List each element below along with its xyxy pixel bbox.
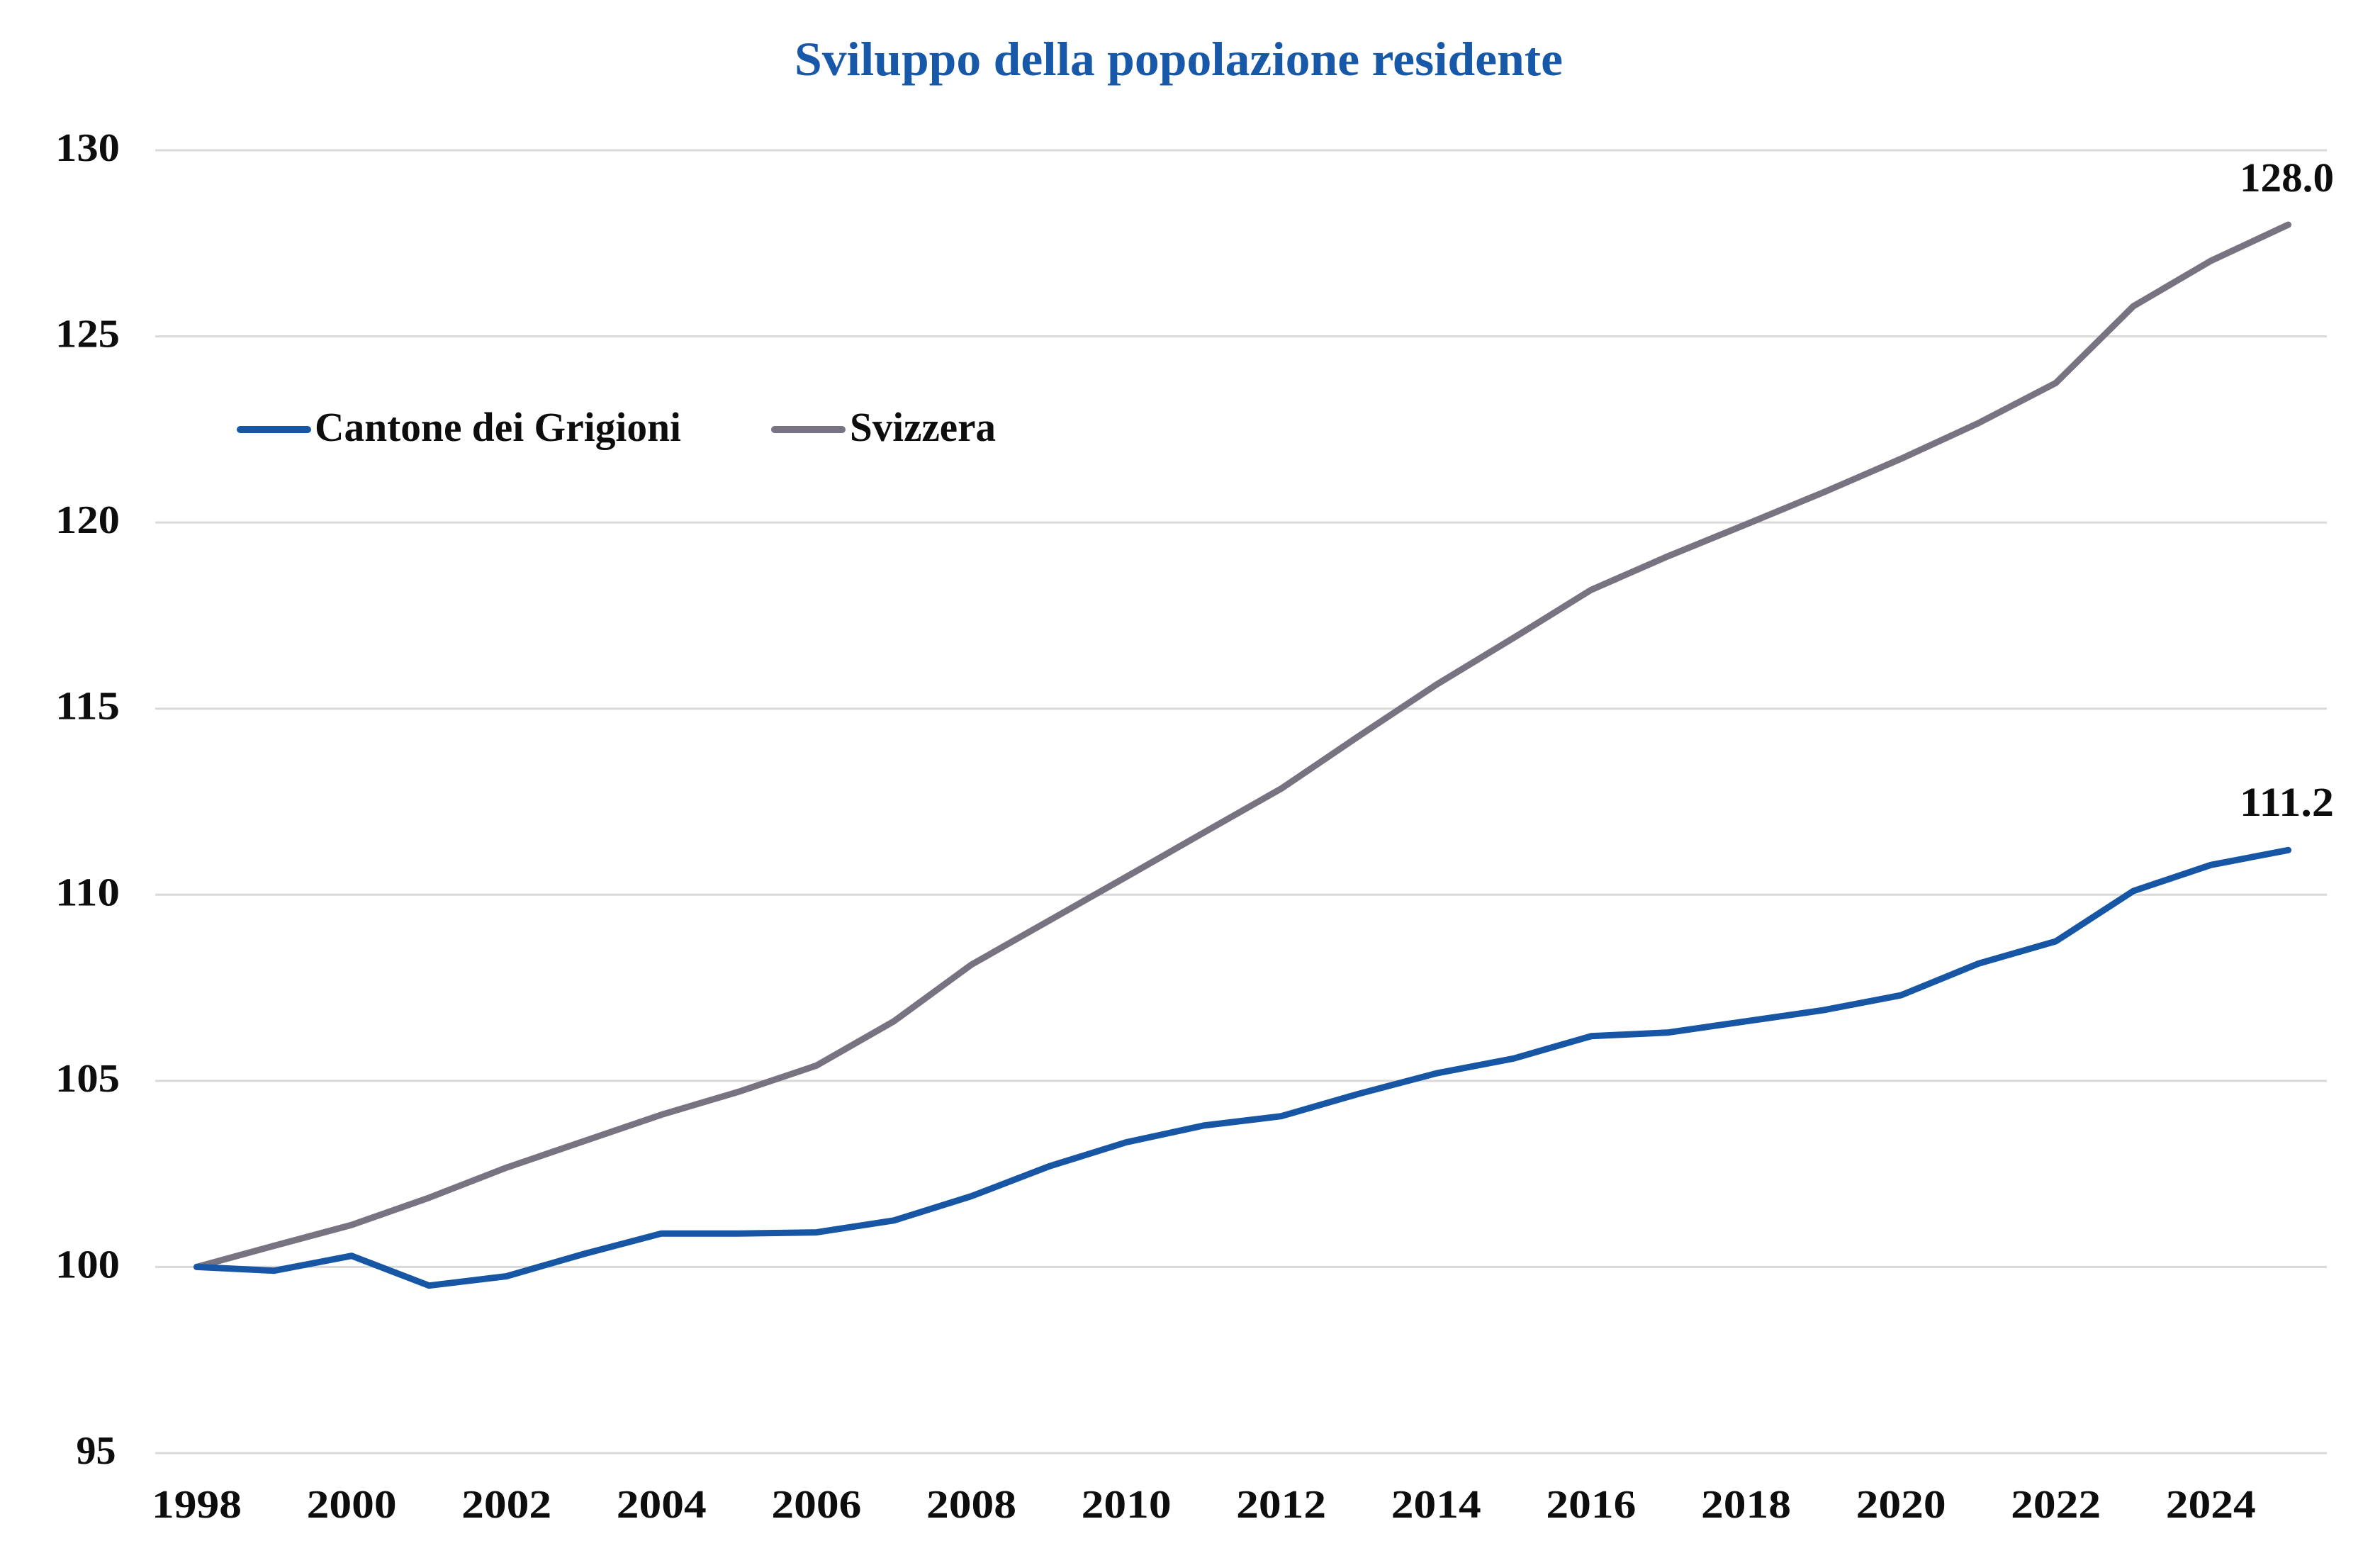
svg-text:2018: 2018 [1701,1483,1791,1527]
svg-text:2006: 2006 [771,1483,861,1527]
svg-text:130: 130 [55,126,120,170]
svg-text:2020: 2020 [1856,1483,1946,1527]
svg-text:2002: 2002 [461,1483,551,1527]
svg-text:Svizzera: Svizzera [850,404,996,450]
svg-text:2012: 2012 [1236,1483,1326,1527]
svg-text:120: 120 [55,498,120,542]
svg-text:2022: 2022 [2011,1483,2101,1527]
svg-text:115: 115 [55,685,120,729]
svg-text:110: 110 [55,870,120,914]
svg-text:2004: 2004 [617,1483,707,1527]
svg-text:1998: 1998 [152,1483,242,1527]
svg-text:95: 95 [77,1429,116,1473]
svg-text:128.0: 128.0 [2240,155,2334,201]
svg-text:2000: 2000 [307,1483,397,1527]
svg-text:111.2: 111.2 [2240,779,2334,825]
svg-text:2016: 2016 [1546,1483,1636,1527]
svg-text:100: 100 [55,1243,120,1287]
svg-text:2010: 2010 [1082,1483,1172,1527]
svg-text:2024: 2024 [2166,1483,2256,1527]
svg-text:Sviluppo della popolazione res: Sviluppo della popolazione residente [795,32,1563,86]
svg-text:2008: 2008 [926,1483,1016,1527]
svg-text:125: 125 [55,313,120,357]
svg-text:Cantone dei Grigioni: Cantone dei Grigioni [315,404,681,450]
svg-text:2014: 2014 [1391,1483,1481,1527]
svg-text:105: 105 [55,1057,120,1101]
